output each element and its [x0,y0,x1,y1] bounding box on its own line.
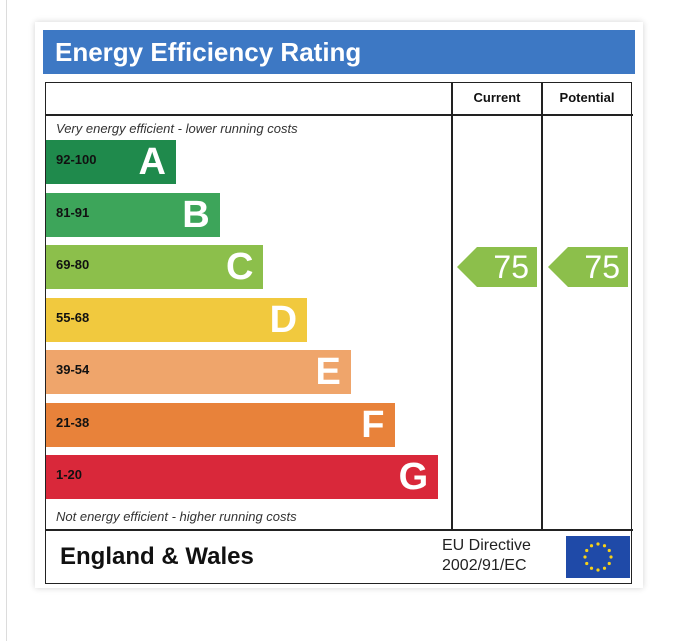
band-range-label: 55-68 [56,309,90,325]
band-range-label: 21-38 [56,414,90,430]
directive-label: EU Directive 2002/91/EC [442,536,531,576]
current-rating-value: 75 [493,249,529,285]
band-range-label: 81-91 [56,204,90,220]
header-row-divider [46,114,633,116]
potential-rating-arrow: 75 [548,247,628,287]
band-range-label: 1-20 [56,467,83,482]
potential-column-header: Potential [559,90,615,105]
band-range-label: 39-54 [56,362,90,377]
rating-band-b: 81-91 B [46,192,220,237]
chart-title-bar: Energy Efficiency Rating [43,30,635,74]
current-column-header: Current [473,90,521,105]
band-letter-label: F [361,403,385,446]
footer-row-divider [46,529,633,531]
potential-col-divider [541,83,543,530]
band-range-label: 92-100 [56,152,97,167]
directive-line-2: 2002/91/EC [442,557,527,574]
rating-band-a: 92-100 A [46,140,176,184]
current-rating-arrow: 75 [457,247,537,287]
band-letter-label: G [398,456,429,498]
band-letter-label: C [225,246,254,288]
energy-rating-card: Energy Efficiency Rating Current Potenti… [35,22,643,588]
current-col-divider [451,83,453,530]
bottom-note: Not energy efficient - higher running co… [56,509,297,524]
rating-band-f: 21-38 F [46,402,395,447]
region-label: England & Wales [60,543,254,570]
band-range-label: 69-80 [56,257,90,272]
band-letter-label: B [182,193,210,236]
rating-band-e: 39-54 E [46,350,351,394]
chart-title: Energy Efficiency Rating [55,37,362,67]
rating-band-c: 69-80 C [46,245,264,289]
directive-line-1: EU Directive [442,537,531,554]
rating-band-g: 1-20 G [46,455,439,499]
band-letter-label: E [315,351,341,393]
rating-band-d: 55-68 D [46,297,308,342]
rating-table: Current Potential Very energy efficient … [45,82,633,584]
band-letter-label: A [138,141,166,183]
page-divider [6,0,7,641]
eu-flag-icon [566,536,630,578]
top-note: Very energy efficient - lower running co… [56,121,298,136]
potential-rating-value: 75 [584,249,620,285]
band-letter-label: D [269,298,298,341]
